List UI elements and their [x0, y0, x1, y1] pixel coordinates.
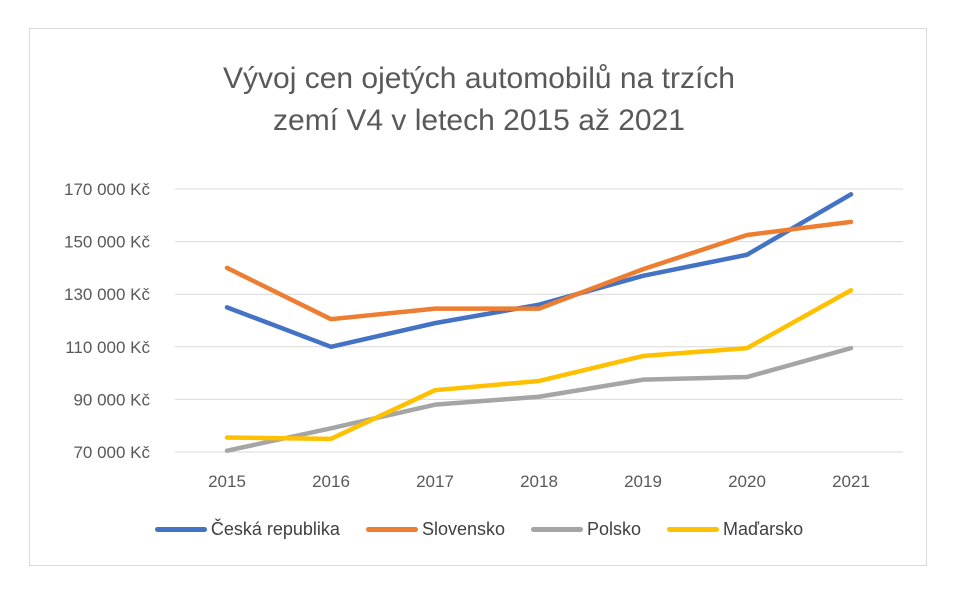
- legend-swatch: [667, 527, 720, 532]
- x-tick-label: 2015: [208, 472, 246, 491]
- y-axis-tick-labels: 70 000 Kč 90 000 Kč 110 000 Kč 130 000 Kč 15…: [64, 180, 151, 462]
- series-line-3: [224, 345, 854, 453]
- chart-frame: [29, 28, 927, 566]
- x-axis-tick-labels: 2015 2016 2017 2018 2019 2020 2021: [208, 472, 870, 491]
- x-tick-label: 2019: [624, 472, 662, 491]
- y-tick-label: 170 000 Kč: [64, 180, 151, 199]
- chart-title: Vývoj cen ojetých automobilů na trzích z…: [0, 58, 958, 142]
- y-tick-label: 110 000 Kč: [65, 338, 150, 357]
- series-lines: [224, 192, 854, 453]
- legend-item: Polsko: [531, 519, 641, 540]
- series-line-2: [224, 219, 854, 322]
- series-line-4: [224, 288, 854, 442]
- chart-title-line-2: zemí V4 v letech 2015 až 2021: [273, 104, 685, 137]
- legend: Česká republika Slovensko Polsko Maďarsko: [0, 519, 958, 540]
- legend-swatch: [531, 527, 583, 532]
- legend-item: Slovensko: [365, 519, 505, 540]
- y-tick-label: 90 000 Kč: [73, 390, 150, 409]
- legend-item: Maďarsko: [667, 519, 803, 540]
- legend-swatch: [365, 527, 418, 532]
- legend-label: Slovensko: [421, 519, 505, 539]
- legend-label: Česká republika: [210, 519, 340, 539]
- x-tick-label: 2020: [728, 472, 766, 491]
- x-tick-label: 2018: [520, 472, 558, 491]
- legend-swatch: [154, 527, 207, 532]
- x-tick-label: 2017: [416, 472, 454, 491]
- y-tick-label: 150 000 Kč: [64, 233, 151, 252]
- x-tick-label: 2021: [832, 472, 870, 491]
- y-tick-label: 130 000 Kč: [64, 285, 151, 304]
- legend-label: Polsko: [587, 519, 642, 539]
- series-line-1: [224, 192, 854, 350]
- gridlines: [175, 188, 903, 453]
- legend-item: Česká republika: [154, 519, 340, 540]
- y-tick-label: 70 000 Kč: [73, 443, 150, 462]
- legend-label: Maďarsko: [723, 519, 804, 539]
- chart-title-line-1: Vývoj cen ojetých automobilů na trzích: [223, 62, 735, 95]
- x-tick-label: 2016: [312, 472, 350, 491]
